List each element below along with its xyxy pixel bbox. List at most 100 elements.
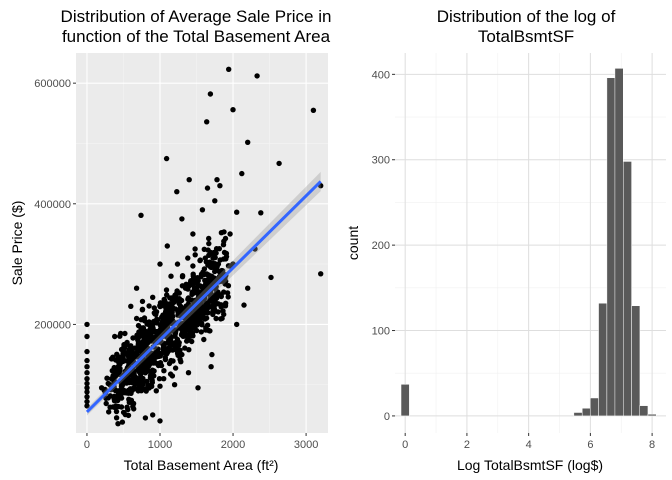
scatter-point [172,365,179,371]
scatter-point [206,235,212,242]
scatter-point [203,315,210,321]
scatter-point [133,315,140,322]
histogram-bar [614,68,624,417]
scatter-point [174,288,180,294]
histogram-bar [598,302,608,417]
scatter-point [234,209,240,215]
scatter-point [186,296,192,303]
scatter-point [139,306,146,312]
scatter-point [179,351,185,358]
histogram-bar [573,412,583,417]
histogram-x-ticks: 0 2 4 6 8 [402,433,655,451]
scatter-point [179,273,186,279]
scatter-point [140,331,147,337]
scatter-point [84,364,90,370]
scatter-point [276,160,282,167]
scatter-point [122,330,128,337]
scatter-point [115,391,122,397]
scatter-point [105,380,111,387]
scatter-point [157,300,164,306]
scatter-point [223,256,229,262]
histogram-y-tick-label: 400 [372,69,390,81]
scatter-point [205,262,211,268]
scatter-point [187,316,193,322]
scatter-point [135,340,142,346]
scatter-point [216,246,222,252]
scatter-point [241,302,247,308]
histogram-y-axis-title: count [345,226,361,260]
scatter-point [153,349,159,355]
scatter-point [112,333,118,340]
scatter-point [174,189,180,195]
scatter-point [223,300,229,306]
scatter-point [164,243,170,249]
scatter-point [103,400,109,407]
scatter-point [318,271,324,277]
scatter-point [128,355,135,361]
scatter-point [154,333,160,340]
scatter-point [139,382,146,388]
scatter-point [198,329,204,335]
scatter-point [201,336,207,343]
histogram-bar [606,77,616,417]
scatter-point [245,285,251,291]
scatter-point [195,385,201,391]
scatter-point [120,351,126,358]
scatter-point [107,404,113,410]
scatter-point [131,406,137,412]
scatter-point [208,273,214,279]
scatter-x-tick-label: 2000 [221,439,245,451]
scatter-point [161,368,167,374]
scatter-point [150,294,156,300]
scatter-point [118,387,124,393]
scatter-y-ticks: 200000 400000 600000 [34,78,76,331]
scatter-point [163,155,170,162]
scatter-point [124,350,131,356]
scatter-point [146,358,153,364]
histogram-x-axis-title: Log TotalBsmtSF (log$) [457,457,603,473]
scatter-point [186,347,192,353]
scatter-point [98,385,105,391]
scatter-point [146,383,153,389]
histogram-y-tick-label: 0 [384,411,390,423]
scatter-point [157,383,163,389]
scatter-point [84,380,90,387]
scatter-point [84,403,90,409]
scatter-point [163,287,170,293]
scatter-point [199,310,206,317]
histogram-bar [400,384,410,417]
scatter-x-tick-label: 0 [84,439,90,451]
scatter-point [209,351,215,358]
histogram-y-ticks: 0 100 200 300 400 [372,69,395,423]
scatter-point [175,342,181,349]
histogram-y-tick-label: 300 [372,155,390,167]
scatter-point [213,315,219,322]
scatter-point [141,326,147,333]
scatter-point [178,359,184,365]
scatter-point [193,327,200,334]
scatter-point [139,298,146,305]
scatter-point [179,327,185,333]
scatter-point [84,389,90,395]
scatter-point [133,285,140,291]
scatter-point [186,177,192,183]
scatter-point [135,322,142,329]
scatter-point [147,330,153,337]
scatter-point [146,303,152,309]
scatter-point [151,368,157,374]
scatter-point [190,263,196,269]
scatter-point [214,292,221,298]
scatter-point [142,318,148,324]
scatter-point [113,403,119,409]
scatter-point [84,398,90,405]
scatter-point [254,73,260,79]
scatter-point [144,368,150,375]
scatter-point [171,382,178,388]
scatter-x-tick-label: 3000 [294,439,318,451]
histogram-x-tick-label: 2 [464,439,470,451]
scatter-point [130,401,136,408]
scatter-point [125,387,132,394]
scatter-point [151,305,157,311]
scatter-point [142,415,149,421]
